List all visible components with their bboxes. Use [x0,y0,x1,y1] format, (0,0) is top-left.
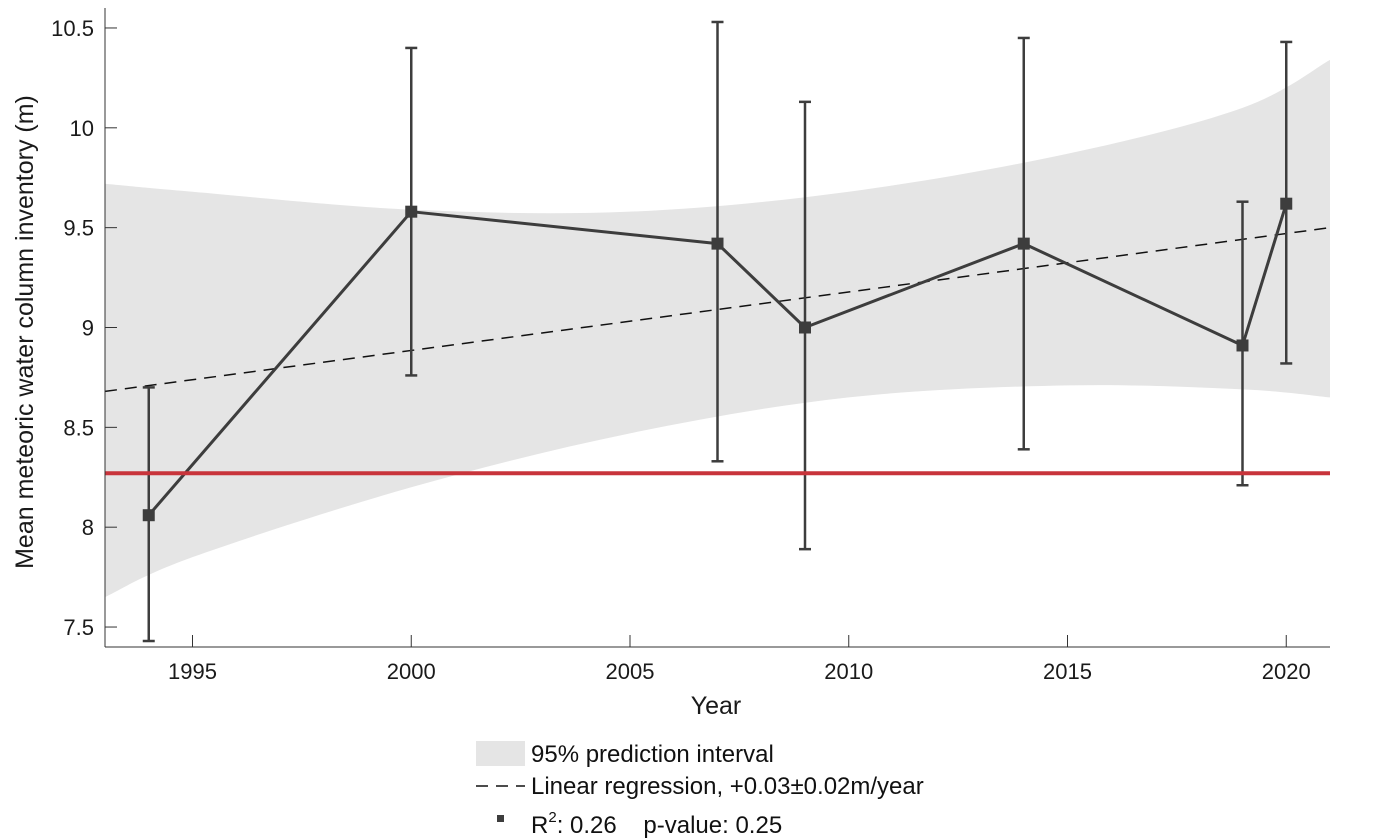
x-tick-label-2000: 2000 [387,659,436,684]
y-tick-label-9: 9 [82,316,94,341]
legend-stats-values: : 0.26 p-value: 0.25 [557,812,782,838]
legend: 95% prediction interval Linear regressio… [476,741,924,838]
y-tick-label-7.5: 7.5 [63,615,94,640]
x-tick-label-2010: 2010 [824,659,873,684]
legend-marker-swatch [497,815,504,822]
y-axis-title: Mean meteoric water column inventory (m) [11,95,39,569]
y-tick-label-10.5: 10.5 [51,16,94,41]
legend-stats-label: R2: 0.26 p-value: 0.25 [531,809,782,838]
y-tick-label-8: 8 [82,515,94,540]
data-point-2019 [1236,339,1249,352]
x-tick-label-2015: 2015 [1043,659,1092,684]
x-tick-label-2005: 2005 [606,659,655,684]
data-point-2009 [799,321,811,334]
x-tick-label-1995: 1995 [168,659,217,684]
x-axis-title: Year [691,692,742,720]
legend-interval-label: 95% prediction interval [531,741,774,768]
legend-stats-superscript: 2 [548,809,556,826]
plot-area [104,20,1331,643]
y-tick-label-8.5: 8.5 [63,415,94,440]
regression-line [104,226,1331,393]
data-point-2020 [1280,197,1293,210]
y-tick-label-9.5: 9.5 [63,216,94,241]
data-point-1994 [142,509,155,522]
legend-regression-label: Linear regression, +0.03±0.02m/year [531,773,924,800]
axes: 1995 2000 2005 2010 2015 2020 7.5 8 8.5 9 9.5 10 10.… [51,8,1330,684]
x-tick-label-2020: 2020 [1262,659,1311,684]
legend-interval-swatch [476,741,525,766]
legend-stats-r: R [531,812,548,838]
data-point-2014 [1017,237,1030,250]
data-point-2000 [405,205,418,218]
data-point-2007 [711,237,724,250]
y-tick-label-10: 10 [70,116,94,141]
